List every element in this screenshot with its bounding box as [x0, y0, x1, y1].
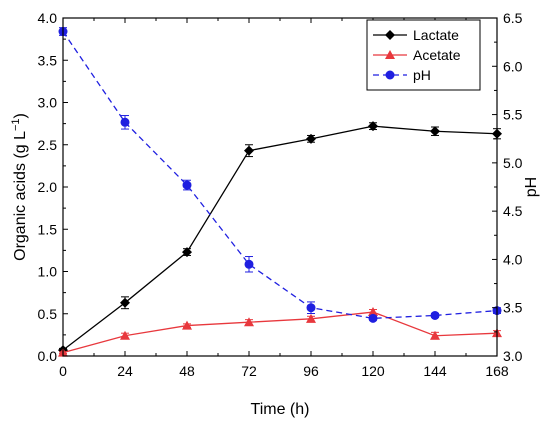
y-left-tick-label: 3.0: [38, 95, 58, 111]
x-tick-label: 0: [59, 363, 67, 379]
acetate-line: [62, 311, 498, 354]
legend-ph-label: pH: [413, 67, 431, 83]
y-right-tick-label: 4.5: [503, 203, 523, 219]
ph-point: [244, 259, 254, 269]
y-left-tick-label: 2.5: [38, 137, 58, 153]
lactate-line: [62, 125, 498, 351]
y-axis-left-title-exponent: −1: [10, 118, 22, 131]
y-right-tick-label: 4.0: [503, 251, 523, 267]
y-left-tick-label: 3.5: [38, 52, 58, 68]
y-left-tick-label: 1.0: [38, 264, 58, 280]
lactate-point: [306, 133, 316, 144]
x-tick-label: 72: [241, 363, 257, 379]
x-tick-label: 120: [361, 363, 385, 379]
y-right-tick-label: 6.5: [503, 10, 523, 26]
acetate-point: [306, 313, 316, 323]
ph-point: [182, 180, 192, 190]
x-tick-label: 24: [117, 363, 133, 379]
y-right-tick-label: 3.5: [503, 300, 523, 316]
acetate-point: [120, 330, 130, 340]
y-right-tick-label: 6.0: [503, 58, 523, 74]
ph-point: [368, 313, 378, 323]
acetate-point: [182, 320, 192, 330]
acetate-point: [244, 317, 254, 327]
y-left-tick-label: 1.5: [38, 221, 58, 237]
x-tick-label: 48: [179, 363, 195, 379]
legend-acetate-label: Acetate: [413, 47, 461, 63]
y-left-tick-label: 2.0: [38, 179, 58, 195]
x-axis-title: Time (h): [251, 401, 310, 418]
y-axis-left-title: Organic acids (g L−1): [10, 113, 29, 261]
ph-point: [430, 310, 440, 320]
y-right-tick-label: 3.0: [503, 348, 523, 364]
acetate-point: [430, 330, 440, 340]
x-tick-label: 168: [485, 363, 509, 379]
y-axis-right-title: pH: [523, 177, 540, 197]
axes-layer: 0 24 48 72 96 120 144 168 0.0 0.5 1.0 1.5 2.0 2.5 3.0 3…: [38, 10, 523, 379]
y-left-tick-label: 0.0: [38, 348, 58, 364]
legend-ph-marker: [385, 70, 395, 80]
legend: Lactate Acetate pH: [366, 19, 481, 91]
y-left-tick-label: 0.5: [38, 306, 58, 322]
y-left-tick-label: 4.0: [38, 10, 58, 26]
y-right-tick-label: 5.5: [503, 107, 523, 123]
x-tick-label: 96: [303, 363, 319, 379]
lactate-point: [368, 121, 378, 132]
lactate-point: [120, 297, 130, 308]
lactate-point: [430, 126, 440, 137]
legend-acetate-marker: [385, 50, 395, 59]
ph-point: [306, 303, 316, 313]
legend-lactate-label: Lactate: [413, 27, 459, 43]
x-tick-label: 144: [423, 363, 447, 379]
ph-point: [120, 117, 130, 127]
y-right-tick-label: 5.0: [503, 155, 523, 171]
acetate-point: [368, 307, 378, 317]
lactate-point: [182, 247, 192, 258]
lactate-point: [244, 145, 254, 156]
ph-line: [62, 31, 498, 319]
legend-lactate-marker: [385, 30, 395, 40]
